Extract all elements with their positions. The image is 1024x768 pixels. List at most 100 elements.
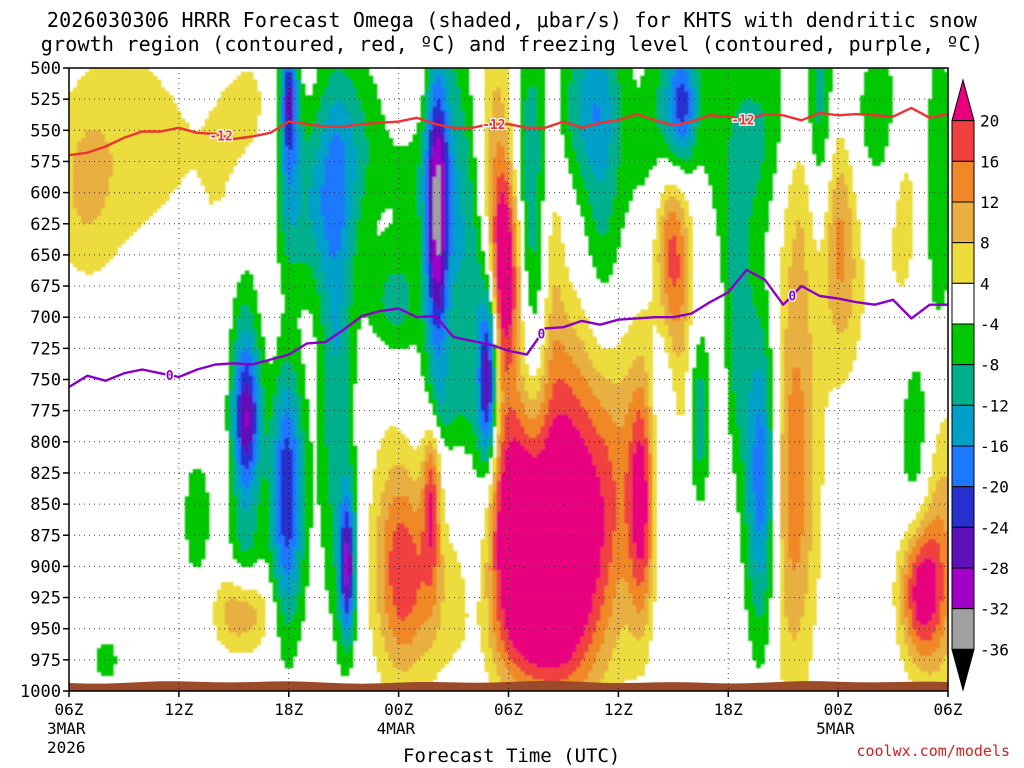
omega-cell xyxy=(488,243,494,248)
omega-cell xyxy=(504,157,510,163)
omega-cell xyxy=(484,157,490,163)
omega-cell xyxy=(492,356,498,361)
omega-cell xyxy=(248,422,254,427)
omega-cell xyxy=(732,321,761,326)
omega-cell xyxy=(496,262,514,268)
omega-cell xyxy=(428,352,434,357)
omega-cell xyxy=(408,305,422,311)
omega-cell xyxy=(492,270,498,275)
omega-cell xyxy=(692,395,697,400)
omega-cell xyxy=(440,398,446,404)
omega-cell xyxy=(512,180,518,186)
omega-cell xyxy=(424,106,430,112)
omega-cell xyxy=(108,192,170,198)
omega-cell xyxy=(420,103,426,108)
omega-cell xyxy=(324,324,334,330)
omega-cell xyxy=(444,138,450,143)
omega-cell xyxy=(696,426,705,431)
omega-cell xyxy=(728,215,749,221)
omega-cell xyxy=(664,223,681,229)
omega-cell xyxy=(492,461,498,466)
omega-cell xyxy=(656,106,665,112)
omega-cell xyxy=(428,270,434,275)
omega-cell xyxy=(728,430,741,435)
omega-cell xyxy=(660,278,665,283)
omega-cell xyxy=(780,418,785,423)
omega-cell xyxy=(652,297,661,303)
omega-cell xyxy=(536,453,594,458)
omega-cell xyxy=(548,363,578,369)
omega-cell xyxy=(724,305,733,311)
omega-cell xyxy=(520,184,526,190)
omega-cell xyxy=(524,106,538,112)
omega-cell xyxy=(424,83,430,89)
omega-cell xyxy=(468,173,478,178)
omega-cell xyxy=(812,360,853,365)
omega-cell xyxy=(852,208,857,213)
omega-cell xyxy=(656,208,665,213)
omega-cell xyxy=(764,340,769,346)
omega-cell xyxy=(320,313,330,318)
omega-cell xyxy=(260,379,278,384)
omega-cell xyxy=(484,165,490,170)
omega-cell xyxy=(280,173,286,178)
omega-cell xyxy=(240,395,254,400)
omega-cell xyxy=(448,363,478,369)
omega-cell xyxy=(252,434,258,439)
omega-cell xyxy=(240,465,246,470)
omega-cell xyxy=(252,344,258,349)
omega-cell xyxy=(944,418,948,423)
omega-cell xyxy=(252,453,258,458)
omega-cell xyxy=(724,344,733,349)
omega-cell xyxy=(304,465,314,470)
omega-cell xyxy=(476,313,490,318)
omega-cell xyxy=(280,367,294,373)
omega-cell xyxy=(904,422,925,427)
omega-cell xyxy=(316,379,326,384)
omega-cell xyxy=(692,71,701,77)
omega-cell xyxy=(756,418,761,423)
omega-cell xyxy=(680,227,689,233)
omega-cell xyxy=(576,363,593,369)
omega-cell xyxy=(280,126,286,131)
omega-cell xyxy=(864,87,893,92)
omega-cell xyxy=(348,437,354,443)
omega-cell xyxy=(832,200,849,205)
omega-cell xyxy=(832,161,849,166)
omega-cell xyxy=(284,165,294,170)
omega-cell xyxy=(276,465,282,470)
omega-cell xyxy=(544,305,554,311)
omega-cell xyxy=(516,274,522,279)
omega-cell xyxy=(560,79,574,85)
omega-cell xyxy=(804,231,813,237)
omega-cell xyxy=(604,231,621,237)
omega-cell xyxy=(780,305,789,311)
omega-cell xyxy=(440,235,446,240)
omega-cell xyxy=(236,379,242,384)
omega-cell xyxy=(448,297,454,303)
omega-cell xyxy=(496,375,502,381)
omega-cell xyxy=(424,465,438,470)
omega-cell xyxy=(228,395,234,400)
omega-cell xyxy=(492,169,510,174)
omega-cell xyxy=(444,153,450,159)
omega-cell xyxy=(660,196,669,201)
omega-cell xyxy=(536,180,546,186)
omega-cell xyxy=(812,348,857,353)
omega-cell xyxy=(316,465,330,470)
omega-cell xyxy=(580,336,597,342)
omega-cell xyxy=(488,449,494,455)
omega-cell xyxy=(496,410,502,416)
omega-cell xyxy=(652,469,657,474)
omega-cell xyxy=(860,99,893,104)
omega-cell xyxy=(428,379,438,384)
omega-cell xyxy=(796,165,805,170)
omega-cell xyxy=(536,434,550,439)
omega-cell xyxy=(668,212,677,217)
omega-cell xyxy=(836,184,849,190)
omega-cell xyxy=(824,106,829,112)
omega-cell xyxy=(428,169,434,174)
omega-cell xyxy=(236,480,242,486)
omega-cell xyxy=(824,75,833,81)
omega-cell xyxy=(508,192,514,198)
